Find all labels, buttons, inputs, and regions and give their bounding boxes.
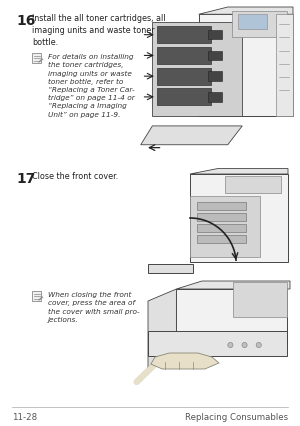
Text: 11-28: 11-28 bbox=[12, 412, 37, 421]
Bar bbox=[225, 177, 281, 193]
Bar bbox=[157, 27, 211, 44]
Bar bbox=[197, 224, 246, 233]
Polygon shape bbox=[190, 169, 288, 175]
Bar bbox=[208, 72, 222, 82]
Bar bbox=[208, 93, 222, 102]
Bar bbox=[232, 12, 287, 38]
Text: For details on installing
the toner cartridges,
imaging units or waste
toner bot: For details on installing the toner cart… bbox=[48, 54, 135, 117]
Bar bbox=[199, 15, 293, 116]
Polygon shape bbox=[176, 281, 290, 289]
Text: Install the all toner cartridges, all
imaging units and waste toner
bottle.: Install the all toner cartridges, all im… bbox=[32, 14, 166, 47]
Bar bbox=[157, 48, 211, 65]
Bar bbox=[176, 289, 287, 344]
Polygon shape bbox=[148, 289, 176, 369]
Bar bbox=[276, 15, 293, 116]
Bar bbox=[197, 213, 246, 222]
Bar bbox=[197, 235, 246, 244]
Text: When closing the front
cover, press the area of
the cover with small pro-
jectio: When closing the front cover, press the … bbox=[48, 291, 140, 322]
Bar bbox=[208, 52, 222, 61]
Text: 16: 16 bbox=[16, 14, 35, 28]
Bar bbox=[148, 331, 287, 356]
Text: Close the front cover.: Close the front cover. bbox=[32, 172, 118, 181]
Text: 17: 17 bbox=[16, 172, 35, 186]
Polygon shape bbox=[148, 265, 193, 273]
Bar bbox=[190, 196, 260, 257]
Bar bbox=[238, 15, 267, 30]
Circle shape bbox=[256, 343, 261, 348]
Text: Replacing Consumables: Replacing Consumables bbox=[185, 412, 288, 421]
Bar bbox=[208, 31, 222, 40]
Circle shape bbox=[242, 343, 247, 348]
FancyBboxPatch shape bbox=[32, 54, 41, 64]
Circle shape bbox=[228, 343, 233, 348]
FancyBboxPatch shape bbox=[32, 291, 41, 301]
Bar bbox=[157, 69, 211, 86]
Bar bbox=[157, 89, 211, 106]
Polygon shape bbox=[199, 8, 293, 15]
Bar bbox=[190, 175, 288, 262]
Bar bbox=[233, 282, 287, 317]
Polygon shape bbox=[141, 127, 242, 145]
Bar bbox=[152, 23, 242, 116]
Bar bbox=[197, 202, 246, 211]
Polygon shape bbox=[151, 353, 219, 369]
